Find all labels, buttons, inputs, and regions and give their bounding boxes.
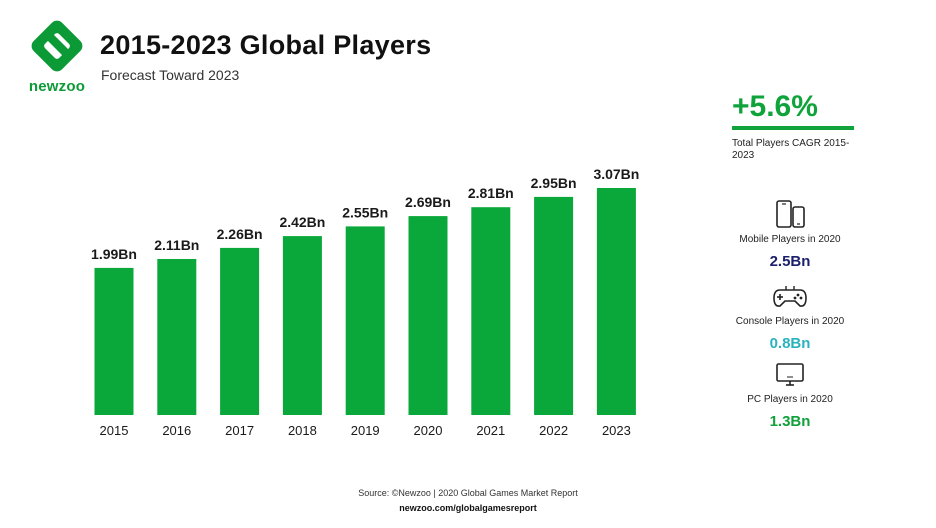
x-tick-label-2018: 2018 [288,423,317,438]
bar-2019 [345,226,385,415]
page-subtitle: Forecast Toward 2023 [101,67,240,83]
bars-layer: 1.99Bn 2015 2.11Bn 2016 2.26Bn 2017 2.42Bn 2018… [91,166,639,438]
pc-players-stat: PC Players in 2020 1.3Bn [720,362,860,430]
bar-value-label-2016: 2.11Bn [154,237,199,253]
bar-2021 [471,207,511,415]
logo-wordmark: newzoo [28,78,86,95]
console-players-value: 0.8Bn [769,335,811,352]
bar-2022 [534,196,574,415]
pc-monitor-icon [776,363,804,386]
x-tick-label-2016: 2016 [162,423,191,438]
bar-2020 [408,216,448,415]
bar-value-label-2017: 2.26Bn [217,226,263,242]
cagr-label: Total Players CAGR 2015-2023 [732,138,850,161]
cagr-underline [732,126,854,130]
bar-value-label-2018: 2.42Bn [279,214,325,230]
bar-value-label-2020: 2.69Bn [405,194,451,210]
source-note: Source: ©Newzoo | 2020 Global Games Mark… [358,488,578,498]
x-tick-label-2021: 2021 [476,423,505,438]
bar-2018 [282,236,322,415]
x-tick-label-2017: 2017 [225,423,254,438]
bar-2023 [596,188,636,415]
x-tick-label-2022: 2022 [539,423,568,438]
bar-value-label-2021: 2.81Bn [468,185,514,201]
source-url: newzoo.com/globalgamesreport [399,503,537,513]
mobile-players-label: Mobile Players in 2020 [739,234,841,245]
mobile-players-value: 2.5Bn [769,253,811,270]
x-tick-label-2019: 2019 [351,423,380,438]
mobile-players-stat: Mobile Players in 2020 2.5Bn [720,200,860,270]
bar-value-label-2022: 2.95Bn [531,175,577,191]
newzoo-logo-icon [31,20,83,72]
bar-2015 [94,267,134,415]
pc-players-value: 1.3Bn [769,413,811,430]
gamepad-icon [773,286,807,307]
cagr-value: +5.6% [732,90,818,123]
x-tick-label-2023: 2023 [602,423,631,438]
bar-2016 [157,259,197,415]
newzoo-logo: newzoo [22,18,92,100]
pc-players-label: PC Players in 2020 [747,394,833,405]
page-title: 2015-2023 Global Players [100,30,432,60]
bar-value-label-2023: 3.07Bn [593,166,639,182]
console-players-stat: Console Players in 2020 0.8Bn [720,284,860,352]
x-tick-label-2015: 2015 [100,423,129,438]
bar-2017 [220,247,260,415]
mobile-phone-icon [776,200,805,228]
console-players-label: Console Players in 2020 [735,316,845,327]
x-tick-label-2020: 2020 [414,423,443,438]
bar-value-label-2015: 1.99Bn [91,246,137,262]
bar-value-label-2019: 2.55Bn [342,204,388,220]
